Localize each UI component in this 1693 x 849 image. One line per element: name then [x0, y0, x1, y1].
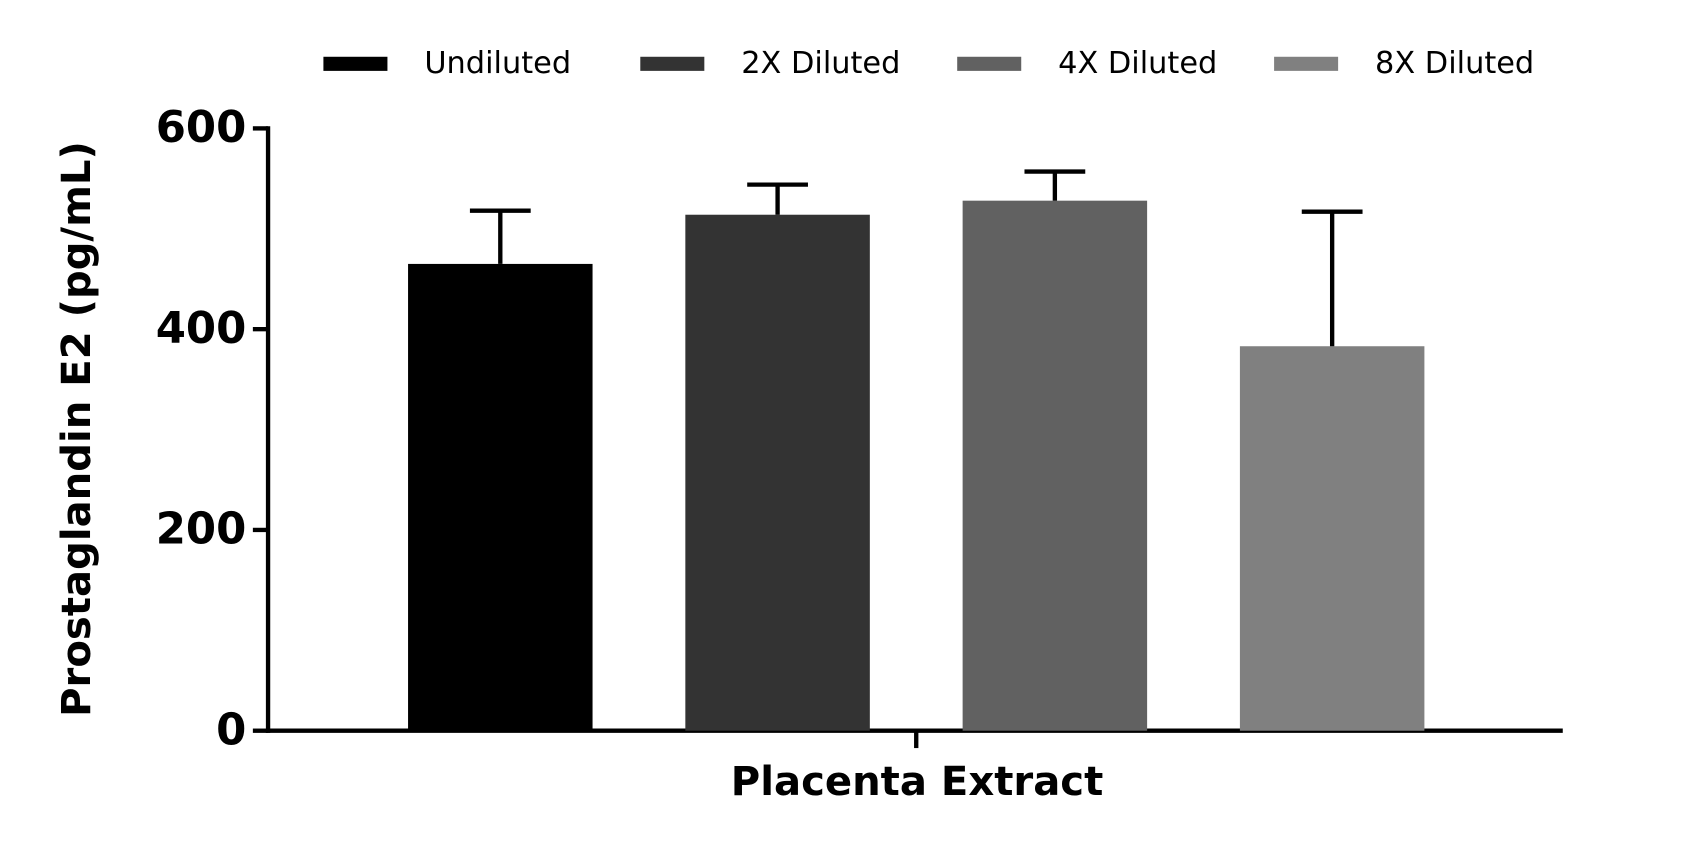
- legend-label: Undiluted: [424, 46, 571, 81]
- y-tick-label: 600: [156, 103, 247, 153]
- legend-label: 4X Diluted: [1058, 46, 1217, 81]
- x-axis-title: Placenta Extract: [731, 759, 1103, 805]
- legend-swatch: [640, 56, 705, 71]
- bar: [962, 200, 1148, 731]
- legend-swatch: [1274, 56, 1339, 71]
- legend-label: 2X Diluted: [741, 46, 900, 81]
- bar: [685, 214, 870, 731]
- error-bar: [1024, 169, 1086, 201]
- bar: [408, 263, 593, 731]
- error-bar: [1301, 209, 1363, 347]
- y-axis-title: Prostaglandin E2 (pg/mL): [54, 141, 100, 717]
- legend-swatch: [957, 56, 1022, 71]
- legend-label: 8X Diluted: [1375, 46, 1534, 81]
- y-tick-label: 0: [216, 705, 246, 755]
- y-tick-label: 400: [156, 304, 247, 354]
- error-bar: [469, 208, 531, 264]
- y-tick-label: 200: [156, 505, 247, 555]
- bar: [1239, 346, 1425, 731]
- error-bar: [747, 182, 808, 215]
- legend-swatch: [323, 56, 388, 71]
